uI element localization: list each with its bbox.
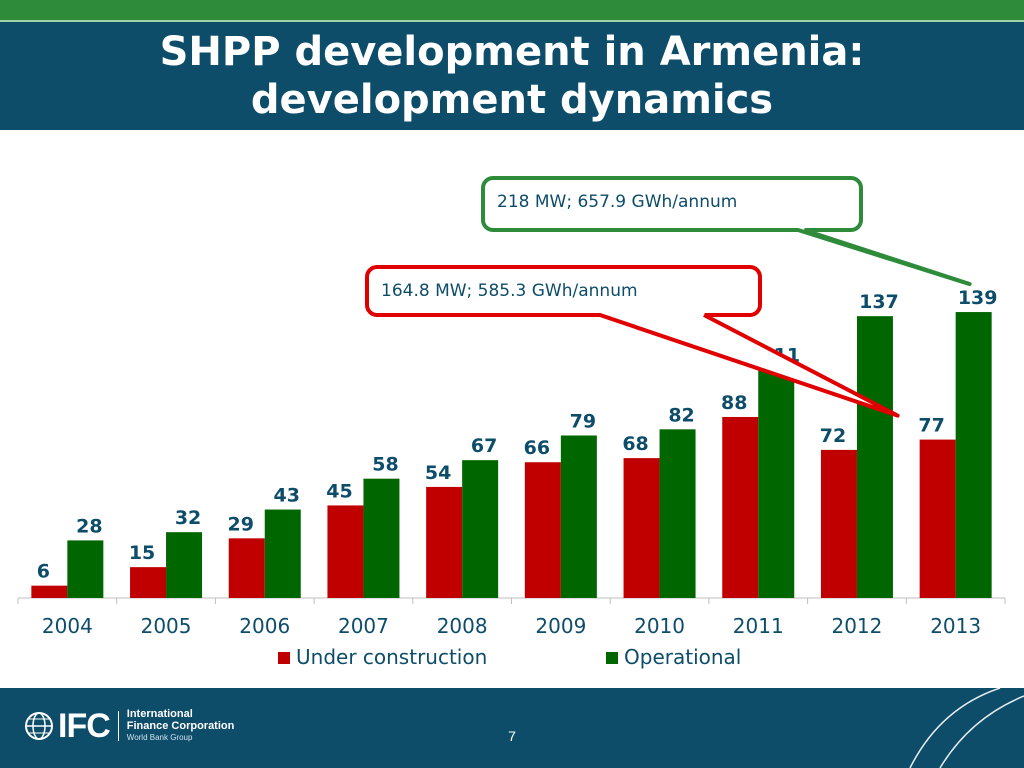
data-label: 68 <box>622 433 648 455</box>
bar-operational-2004 <box>67 540 104 598</box>
legend-label-operational: Operational <box>624 645 741 669</box>
data-label: 137 <box>859 291 899 313</box>
x-tick-label: 2007 <box>338 614 389 638</box>
data-label: 15 <box>129 542 155 564</box>
x-tick-label: 2004 <box>42 614 93 638</box>
x-tick-label: 2013 <box>930 614 981 638</box>
x-tick-label: 2009 <box>535 614 586 638</box>
callout-tail-2 <box>599 313 900 418</box>
slide-title-line-1: SHPP development in Armenia: <box>159 29 865 75</box>
logo-line-2: Finance Corporation <box>126 720 235 732</box>
bar-operational-2009 <box>560 435 597 598</box>
bar-under-construction-2006 <box>228 538 265 598</box>
bar-operational-2006 <box>264 509 301 598</box>
top-stripe <box>0 0 1024 20</box>
data-label: 28 <box>76 515 102 537</box>
bar-chart: 6 28 2004 15 32 2005 29 43 2006 45 58 2007 54 67 2008 6… <box>17 176 1006 669</box>
data-label: 45 <box>326 480 352 502</box>
bar-operational-2012 <box>856 316 893 598</box>
bar-under-construction-2011 <box>722 416 759 598</box>
page-number: 7 <box>508 728 516 744</box>
data-label: 72 <box>820 425 846 447</box>
data-label: 77 <box>918 415 944 437</box>
ifc-logo: IFC International Finance Corporation Wo… <box>24 706 234 746</box>
data-label: 82 <box>668 404 694 426</box>
callout-box-2 <box>365 265 762 317</box>
data-label: 88 <box>721 392 747 414</box>
logo-line-3: World Bank Group <box>126 733 193 742</box>
logo-line-1: International <box>126 708 193 720</box>
data-label: 66 <box>524 437 550 459</box>
bar-under-construction-2010 <box>623 458 660 598</box>
bar-under-construction-2009 <box>524 462 561 598</box>
x-tick-label: 2011 <box>733 614 784 638</box>
legend-swatch-under-construction <box>278 652 290 664</box>
bar-operational-2013 <box>955 312 992 598</box>
bar-operational-2007 <box>363 478 400 598</box>
bar-under-construction-2005 <box>130 567 167 598</box>
data-label: 29 <box>228 513 254 535</box>
x-tick-label: 2005 <box>141 614 192 638</box>
slide-footer: IFC International Finance Corporation Wo… <box>0 688 1024 768</box>
data-label: 54 <box>425 462 451 484</box>
bar-under-construction-2004 <box>31 585 68 598</box>
bar-under-construction-2013 <box>919 439 956 598</box>
x-tick-label: 2012 <box>831 614 882 638</box>
globe-icon <box>25 712 53 740</box>
decorative-swoosh <box>909 688 1024 768</box>
data-label: 139 <box>958 287 998 309</box>
slide-title-line-2: development dynamics <box>250 77 774 123</box>
x-tick-label: 2010 <box>634 614 685 638</box>
callout-text-1: 218 MW; 657.9 GWh/annum <box>497 192 737 212</box>
legend-swatch-operational <box>606 652 618 664</box>
logo-divider <box>117 711 119 741</box>
data-label: 32 <box>175 507 201 529</box>
data-label: 67 <box>471 435 497 457</box>
legend-label-under-construction: Under construction <box>296 645 487 669</box>
x-tick-label: 2006 <box>239 614 290 638</box>
bar-operational-2011 <box>758 369 795 598</box>
bar-under-construction-2007 <box>327 505 364 598</box>
data-label: 79 <box>570 410 596 432</box>
callout-box-1 <box>481 176 863 232</box>
bar-operational-2005 <box>166 532 203 598</box>
slide-title: SHPP development in Armenia: development… <box>0 28 1024 124</box>
callout-text-2: 164.8 MW; 585.3 GWh/annum <box>381 281 638 301</box>
bar-operational-2008 <box>462 460 499 598</box>
slide-header: SHPP development in Armenia: development… <box>0 20 1024 130</box>
x-tick-label: 2008 <box>437 614 488 638</box>
data-label: 6 <box>37 561 50 583</box>
bar-under-construction-2008 <box>426 486 463 598</box>
callout-tail-1 <box>797 228 972 287</box>
bar-under-construction-2012 <box>820 449 857 598</box>
logo-text: International Finance Corporation World … <box>127 708 235 744</box>
bar-operational-2010 <box>659 429 696 598</box>
data-label: 58 <box>372 454 398 476</box>
logo-mark: IFC <box>58 707 111 745</box>
data-label: 43 <box>274 485 300 507</box>
